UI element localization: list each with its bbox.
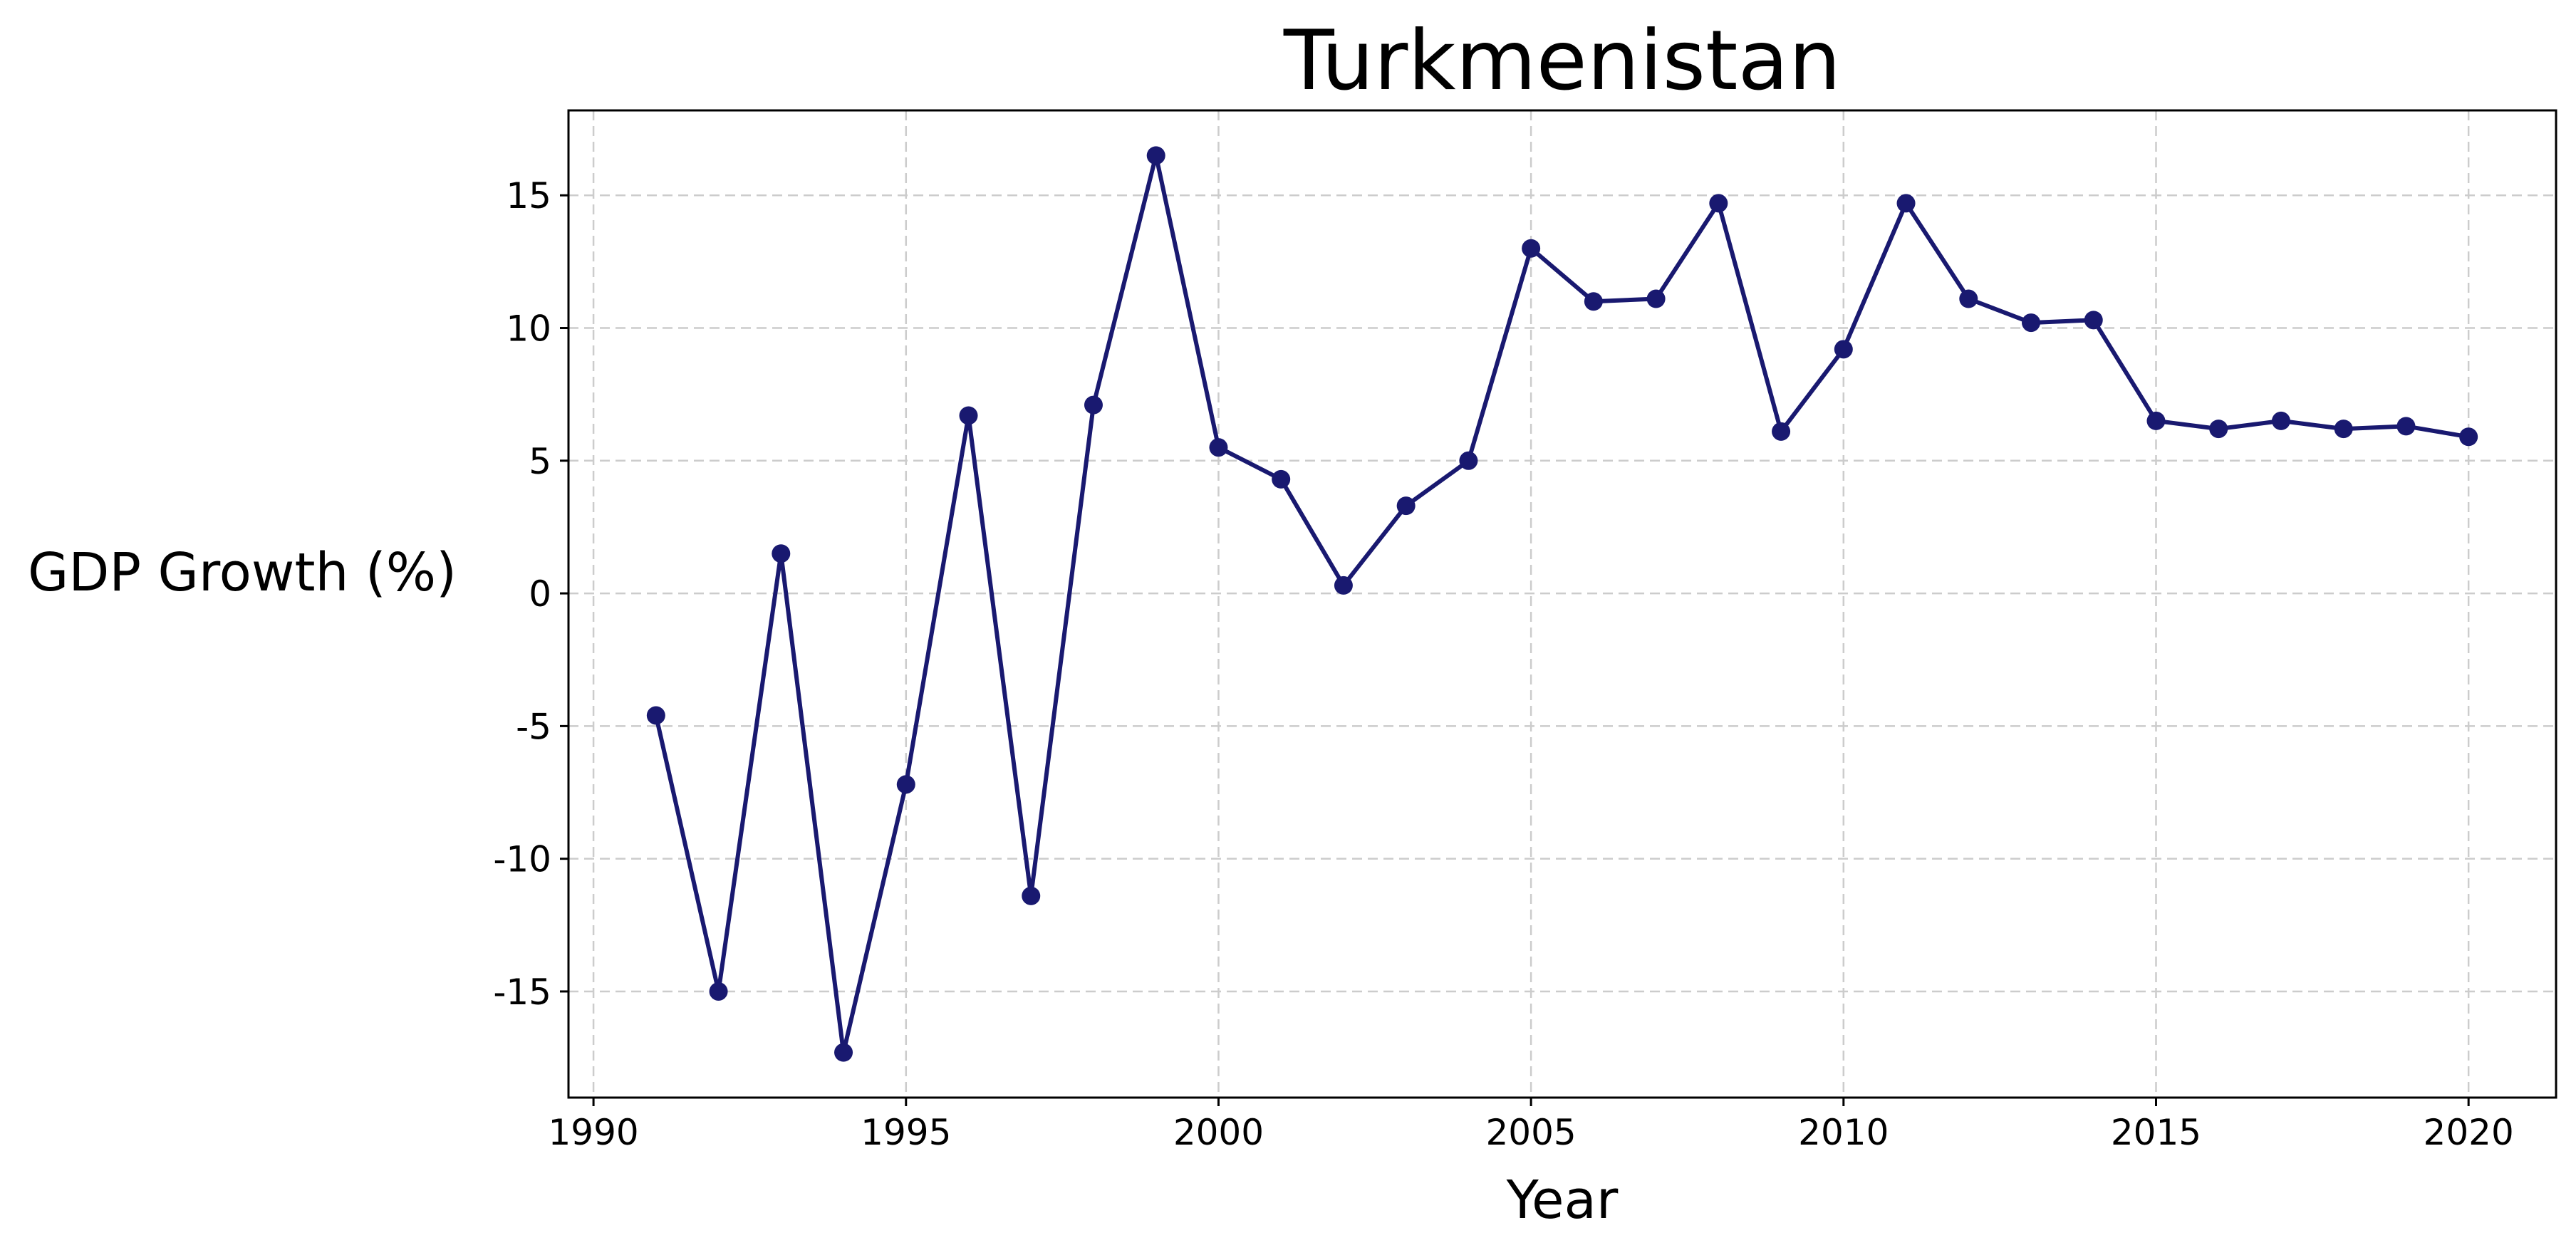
x-tick-label: 2010 [1798,1112,1889,1153]
x-tick-label: 2000 [1173,1112,1264,1153]
data-point [1146,146,1165,165]
data-point [2459,427,2478,447]
data-point [1334,576,1353,595]
data-point [1084,395,1103,415]
y-tick-label: -15 [493,972,551,1013]
series-layer [646,146,2478,1062]
x-tick-label: 2020 [2424,1112,2514,1153]
x-tick-label: 2005 [1486,1112,1577,1153]
data-point [959,406,978,425]
data-point [1959,289,1978,308]
data-point [2209,420,2228,439]
data-point [772,544,791,563]
data-point [2146,411,2166,430]
data-point [1272,469,1291,489]
plot-frame [567,109,2557,1099]
data-point [1022,886,1041,905]
data-point [2271,411,2290,430]
data-point [2084,311,2103,330]
data-point [709,981,728,1001]
data-point [1209,438,1228,457]
x-tick-label: 2015 [2111,1112,2201,1153]
chart-title: Turkmenistan [1283,13,1841,109]
data-point [2334,420,2353,439]
data-point [1772,422,1791,441]
data-point [2022,313,2041,333]
data-point [1459,451,1478,470]
y-axis-label: GDP Growth (%) [28,542,457,603]
x-tick-label: 1990 [548,1112,638,1153]
data-point [2396,417,2416,436]
y-tick-label: -5 [516,706,551,747]
y-tick-label: -10 [493,839,551,880]
data-point [1584,292,1603,311]
y-tick-label: 0 [529,573,551,615]
tick-layer: 1990 1995 2000 2005 2010 2015 2020 -15 -10 -5 0 5 10… [493,175,2513,1153]
data-point [1709,194,1728,213]
y-tick-label: 5 [529,441,551,482]
data-point [1522,239,1541,258]
data-point [1646,289,1666,308]
data-point [896,775,915,794]
data-point [646,706,665,725]
y-tick-label: 10 [506,308,551,350]
data-point [834,1043,853,1062]
series-line [653,153,2471,1055]
x-axis-label: Year [1506,1170,1619,1231]
y-tick-label: 15 [506,175,551,217]
data-point [1834,340,1853,359]
grid [568,110,2556,1098]
x-tick-label: 1995 [861,1112,951,1153]
data-point [1896,194,1916,213]
data-point [1396,496,1416,516]
